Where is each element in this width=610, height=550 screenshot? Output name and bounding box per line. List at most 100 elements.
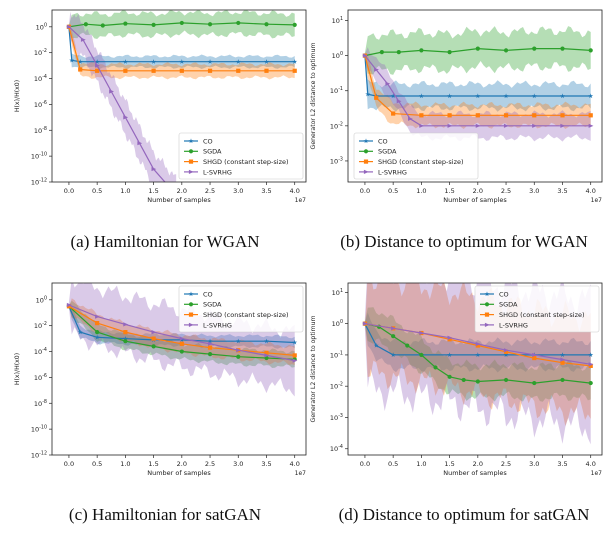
marker-circle (83, 22, 88, 27)
legend: CO SGDA SHGD (constant step-size) L-SVRHG (178, 132, 304, 180)
chart-c: 0.0 0.5 1.0 1.5 2.0 2.5 3.0 3.5 4.0 Number of sam… (14, 282, 307, 477)
marker-star (588, 352, 594, 358)
marker-triangle (391, 326, 396, 331)
marker-circle (588, 48, 593, 53)
marker-square (236, 68, 241, 73)
x-tick-label: 1.5 (444, 187, 454, 195)
band-l-svrhg (364, 47, 591, 142)
marker-square (95, 68, 100, 73)
legend-label: SHGD (constant step-size) (499, 311, 585, 319)
x-tick-label: 2.0 (177, 187, 187, 195)
marker-square (179, 341, 184, 346)
marker-star (122, 59, 128, 64)
axes-frame (51, 9, 307, 183)
marker-triangle (363, 169, 369, 174)
y-tick-label: 100 (332, 51, 343, 60)
marker-triangle (207, 341, 213, 346)
band-shgd (68, 26, 295, 80)
marker-square (66, 304, 72, 309)
legend-label: L-SVRHG (203, 321, 232, 329)
y-axis-label: Generator L2 distance to optimum (310, 316, 317, 423)
legend-box (178, 132, 304, 180)
marker-triangle (447, 123, 453, 128)
x-tick-label: 0.5 (388, 460, 398, 468)
marker-triangle (362, 321, 368, 326)
marker-square (95, 320, 100, 326)
marker-star (77, 59, 83, 64)
marker-circle (151, 344, 156, 349)
x-tick-label: 1.5 (148, 460, 158, 468)
x-tick-label: 4.0 (290, 187, 300, 195)
axes-frame (347, 282, 603, 456)
marker-triangle (475, 123, 481, 128)
marker-circle (188, 302, 194, 307)
legend-label: L-SVRHG (378, 168, 407, 176)
marker-square (78, 67, 83, 72)
marker-square (419, 113, 424, 118)
marker-star (77, 329, 83, 335)
x-tick-label: 1.0 (120, 460, 130, 468)
x-tick-label: 1.0 (416, 187, 426, 195)
marker-triangle (447, 335, 453, 340)
marker-triangle (151, 330, 157, 335)
marker-circle (95, 330, 100, 335)
marker-star (188, 291, 194, 297)
marker-square (560, 360, 565, 365)
x-axis-label: Number of samples (147, 469, 211, 477)
marker-square (447, 113, 452, 118)
marker-triangle (292, 358, 298, 363)
marker-square (588, 113, 593, 118)
x-tick-label: 4.0 (586, 187, 596, 195)
marker-square (475, 343, 480, 348)
legend-box (178, 285, 304, 333)
x-tick-label: 3.0 (233, 187, 243, 195)
marker-star (559, 93, 565, 99)
marker-circle (447, 374, 452, 379)
marker-triangle (236, 348, 241, 353)
marker-star (235, 338, 241, 344)
x-tick-label: 2.5 (205, 460, 215, 468)
y-tick-label: 10-4 (34, 74, 47, 83)
marker-triangle (560, 357, 566, 362)
marker-triangle (588, 123, 594, 128)
y-tick-label: 10-2 (330, 382, 343, 391)
marker-circle (179, 349, 184, 354)
marker-square (560, 113, 565, 118)
marker-star (447, 93, 453, 99)
x-axis-label: Number of samples (147, 196, 211, 204)
marker-triangle (179, 336, 185, 341)
x-tick-label: 3.5 (261, 187, 271, 195)
marker-circle (123, 21, 128, 26)
band-sgda (364, 307, 591, 402)
marker-square (447, 337, 452, 342)
marker-circle (236, 354, 241, 359)
marker-star (531, 93, 537, 99)
x-tick-label: 3.0 (233, 460, 243, 468)
series-line-l-svrhg (364, 55, 591, 127)
marker-triangle (362, 53, 368, 58)
marker-circle (179, 20, 184, 26)
x-tick-label: 0.0 (64, 460, 74, 468)
legend-label: SGDA (499, 301, 518, 309)
marker-circle (396, 50, 401, 55)
marker-circle (207, 22, 213, 27)
y-tick-label: 100 (36, 22, 47, 31)
plot-area (362, 26, 594, 142)
marker-square (207, 68, 213, 73)
legend-label: L-SVRHG (499, 321, 528, 329)
y-axis-label: H(x)/H(x0) (14, 80, 21, 112)
marker-star (447, 352, 453, 358)
marker-circle (405, 343, 410, 348)
series-line-sgda (68, 22, 295, 28)
marker-star (503, 352, 509, 358)
y-tick-label: 10-2 (34, 321, 47, 330)
marker-star (179, 59, 185, 64)
x-tick-label: 3.5 (557, 460, 567, 468)
x-tick-label: 3.5 (557, 187, 567, 195)
band-shgd (364, 54, 591, 130)
series-line-l-svrhg (68, 26, 166, 182)
x-tick-label: 0.0 (360, 187, 370, 195)
marker-triangle (95, 63, 100, 68)
legend-box (353, 132, 479, 180)
